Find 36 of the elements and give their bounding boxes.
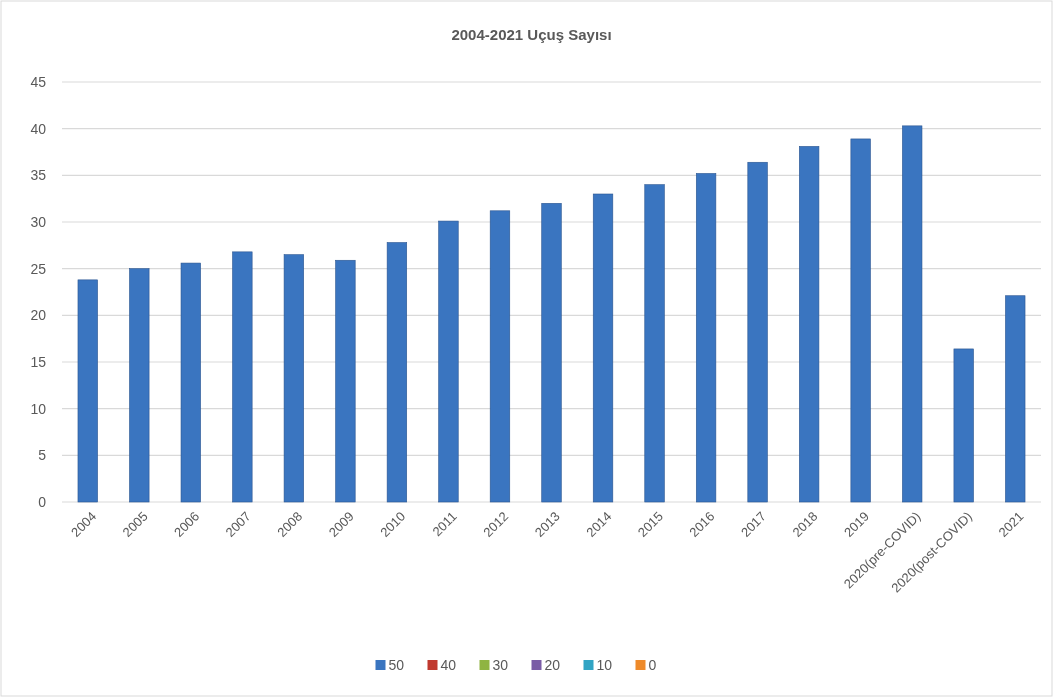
y-tick-label: 35: [30, 167, 47, 184]
bar: [541, 203, 562, 503]
legend-label: 20: [544, 656, 561, 673]
bar: [283, 254, 304, 503]
chart-title: 2004-2021 Uçuş Sayısı: [451, 26, 612, 43]
bar: [232, 251, 253, 503]
y-tick-label: 0: [38, 493, 47, 510]
bar: [644, 184, 665, 503]
bar: [747, 161, 768, 503]
bar: [77, 279, 98, 503]
y-tick-label: 5: [38, 447, 47, 464]
y-tick-label: 15: [30, 353, 47, 370]
bar: [180, 262, 201, 503]
bar: [1005, 295, 1026, 503]
bar: [953, 348, 974, 503]
bar: [902, 125, 923, 503]
bar: [335, 259, 356, 503]
bar: [799, 146, 820, 503]
y-tick-label: 40: [30, 120, 47, 137]
y-tick-label: 30: [30, 213, 47, 230]
legend-label: 30: [492, 656, 509, 673]
legend-label: 0: [648, 656, 657, 673]
legend-label: 50: [388, 656, 405, 673]
bar: [386, 242, 408, 503]
y-tick-label: 25: [30, 260, 47, 277]
bar: [438, 220, 459, 503]
legend-label: 10: [596, 656, 613, 673]
y-tick-label: 20: [30, 307, 47, 324]
y-tick-label: 10: [30, 400, 47, 417]
y-tick-label: 45: [30, 73, 47, 90]
bar: [129, 268, 150, 503]
bar: [592, 193, 614, 503]
legend-label: 40: [440, 656, 457, 673]
bar: [850, 138, 871, 503]
bar: [489, 210, 511, 503]
bar: [695, 173, 717, 503]
